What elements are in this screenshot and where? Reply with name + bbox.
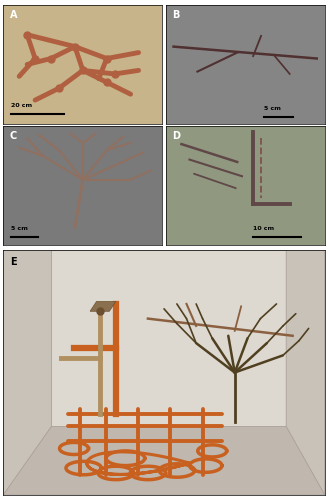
Polygon shape (3, 250, 51, 495)
Text: 5 cm: 5 cm (264, 106, 281, 111)
Text: E: E (10, 258, 16, 268)
Polygon shape (3, 426, 325, 495)
Polygon shape (286, 250, 325, 495)
Text: 20 cm: 20 cm (11, 104, 32, 108)
Text: D: D (172, 131, 180, 141)
Polygon shape (51, 250, 286, 426)
Text: C: C (10, 131, 17, 141)
Text: A: A (10, 10, 17, 20)
Text: B: B (172, 10, 179, 20)
Text: 10 cm: 10 cm (253, 226, 274, 231)
Polygon shape (90, 302, 116, 312)
Text: 5 cm: 5 cm (11, 226, 28, 231)
